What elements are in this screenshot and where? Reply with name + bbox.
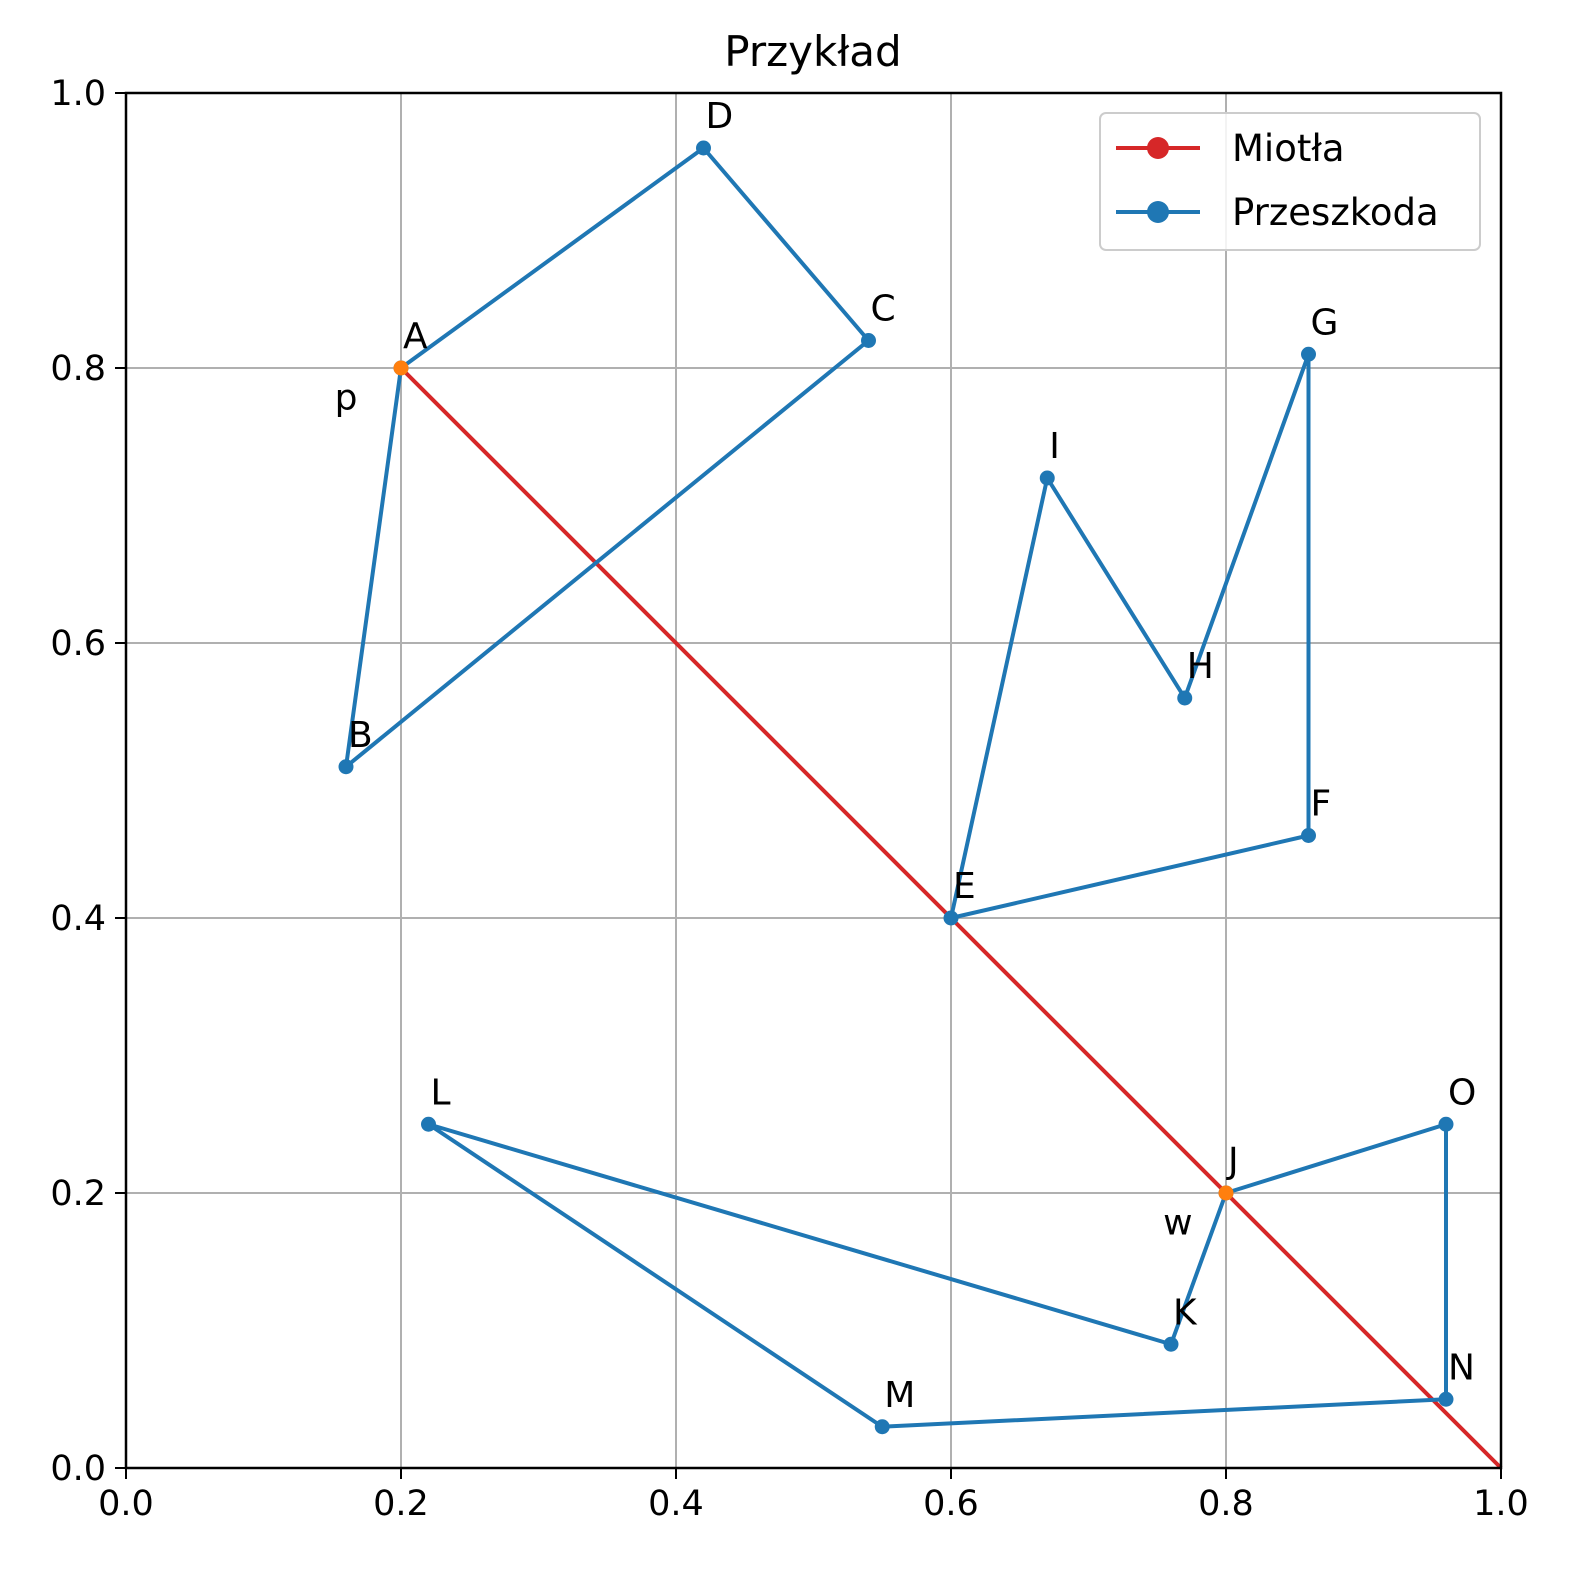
- y-tick-label: 0.8: [50, 349, 106, 389]
- grid: [125, 92, 1502, 1469]
- axes-frame: [124, 91, 1503, 1470]
- y-tick-label: 0.0: [50, 1449, 106, 1489]
- obstacle-vertex-marker: [696, 140, 711, 156]
- point-label-I: I: [1049, 426, 1060, 467]
- legend-label: Miotła: [1232, 127, 1345, 170]
- axis-ticks: 0.0 0.2 0.4 0.6 0.8 1.0 0.0 0.2 0.4 0.6 0.8 1.0: [50, 74, 1529, 1524]
- point-label-J: J: [1226, 1141, 1239, 1182]
- obstacle-vertex-marker: [861, 333, 876, 348]
- x-tick-label: 0.4: [648, 1484, 704, 1524]
- x-tick-label: 0.8: [1198, 1484, 1254, 1524]
- highlight-point-marker: [393, 360, 409, 376]
- legend: Miotła Przeszkoda: [1099, 112, 1481, 251]
- y-tick-label: 0.2: [50, 1174, 106, 1214]
- x-tick-label: 0.6: [923, 1484, 979, 1524]
- obstacle-vertex-marker: [1039, 470, 1055, 486]
- obstacle-vertex-marker: [1163, 1336, 1179, 1352]
- obstacle-vertex-marker: [1438, 1391, 1454, 1407]
- annotation-p: p: [335, 377, 358, 418]
- plot-series: [338, 140, 1503, 1470]
- point-label-M: M: [884, 1375, 915, 1416]
- point-label-D: D: [706, 96, 734, 137]
- point-label-G: G: [1311, 302, 1339, 343]
- axes-border: [124, 91, 1503, 1470]
- y-tick-label: 0.6: [50, 624, 106, 664]
- obstacle-polygon: [949, 352, 1311, 920]
- point-label-K: K: [1173, 1292, 1198, 1333]
- y-tick-label: 0.4: [50, 899, 106, 939]
- obstacle-vertex-marker: [874, 1419, 890, 1435]
- point-label-N: N: [1448, 1347, 1475, 1388]
- point-labels: A B C D E F G H I J K L M N Op w: [335, 96, 1477, 1416]
- point-label-L: L: [431, 1072, 451, 1113]
- obstacle-vertex-marker: [1438, 1116, 1454, 1132]
- highlight-point-marker: [1218, 1185, 1234, 1201]
- obstacle-vertex-marker: [1177, 690, 1193, 706]
- annotation-w: w: [1163, 1202, 1192, 1243]
- point-label-F: F: [1311, 784, 1332, 825]
- obstacle-vertex-marker: [1301, 346, 1316, 362]
- point-label-C: C: [871, 289, 896, 330]
- point-label-H: H: [1187, 646, 1214, 687]
- point-label-B: B: [348, 715, 373, 756]
- legend-label: Przeszkoda: [1232, 191, 1439, 234]
- point-label-E: E: [953, 866, 976, 907]
- obstacle-vertex-marker: [421, 1116, 436, 1132]
- obstacle-vertex-marker: [943, 910, 959, 926]
- x-tick-label: 1.0: [1473, 1484, 1529, 1524]
- point-label-A: A: [403, 316, 428, 357]
- point-label-O: O: [1448, 1072, 1476, 1113]
- legend-marker-swatch: [1147, 201, 1169, 223]
- legend-marker-swatch: [1147, 137, 1169, 159]
- x-tick-label: 0.0: [98, 1484, 154, 1524]
- y-tick-label: 1.0: [50, 74, 106, 114]
- x-tick-label: 0.2: [373, 1484, 429, 1524]
- chart-title: Przykład: [724, 27, 901, 76]
- obstacle-vertex-marker: [338, 759, 354, 775]
- obstacle-vertex-marker: [1301, 828, 1316, 843]
